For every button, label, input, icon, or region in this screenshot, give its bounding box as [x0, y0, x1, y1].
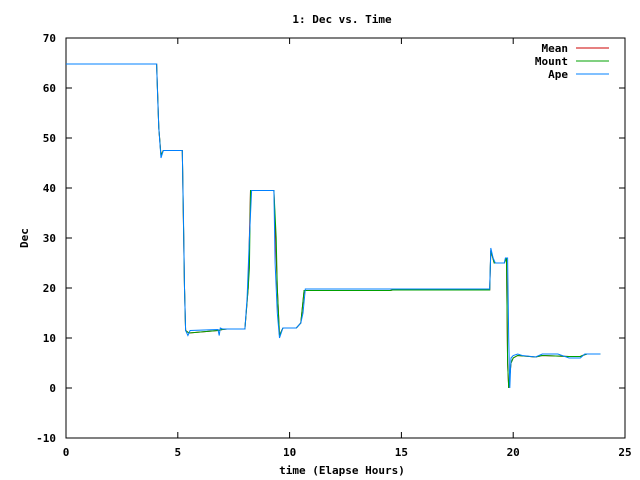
y-tick-label: 0 — [49, 382, 56, 395]
x-tick-label: 10 — [283, 446, 296, 459]
y-axis-label: Dec — [18, 228, 31, 248]
legend-label-mount: Mount — [535, 55, 568, 68]
series-group — [66, 63, 601, 389]
x-tick-label: 20 — [507, 446, 520, 459]
axis-ticks: -10 0 10 20 30 40 50 60 70 0 5 10 15 20 25 — [36, 32, 632, 459]
x-axis-label: time (Elapse Hours) — [279, 464, 405, 477]
y-tick-label: 60 — [43, 82, 56, 95]
y-tick-label: 30 — [43, 232, 56, 245]
y-tick-label: 40 — [43, 182, 56, 195]
y-tick-label: 70 — [43, 32, 56, 45]
legend-label-mean: Mean — [542, 42, 569, 55]
x-tick-label: 15 — [395, 446, 408, 459]
x-tick-label: 25 — [618, 446, 631, 459]
y-tick-label: 20 — [43, 282, 56, 295]
plot-frame — [65, 37, 626, 439]
series-line-mean — [66, 63, 601, 389]
chart-title: 1: Dec vs. Time — [292, 13, 392, 26]
y-tick-label: 10 — [43, 332, 56, 345]
series-line-ape — [66, 63, 601, 389]
x-tick-label: 5 — [174, 446, 181, 459]
y-tick-label: 50 — [43, 132, 56, 145]
legend-label-ape: Ape — [548, 68, 568, 81]
y-tick-label: -10 — [36, 432, 56, 445]
series-line-mount — [66, 63, 601, 389]
x-tick-label: 0 — [63, 446, 70, 459]
